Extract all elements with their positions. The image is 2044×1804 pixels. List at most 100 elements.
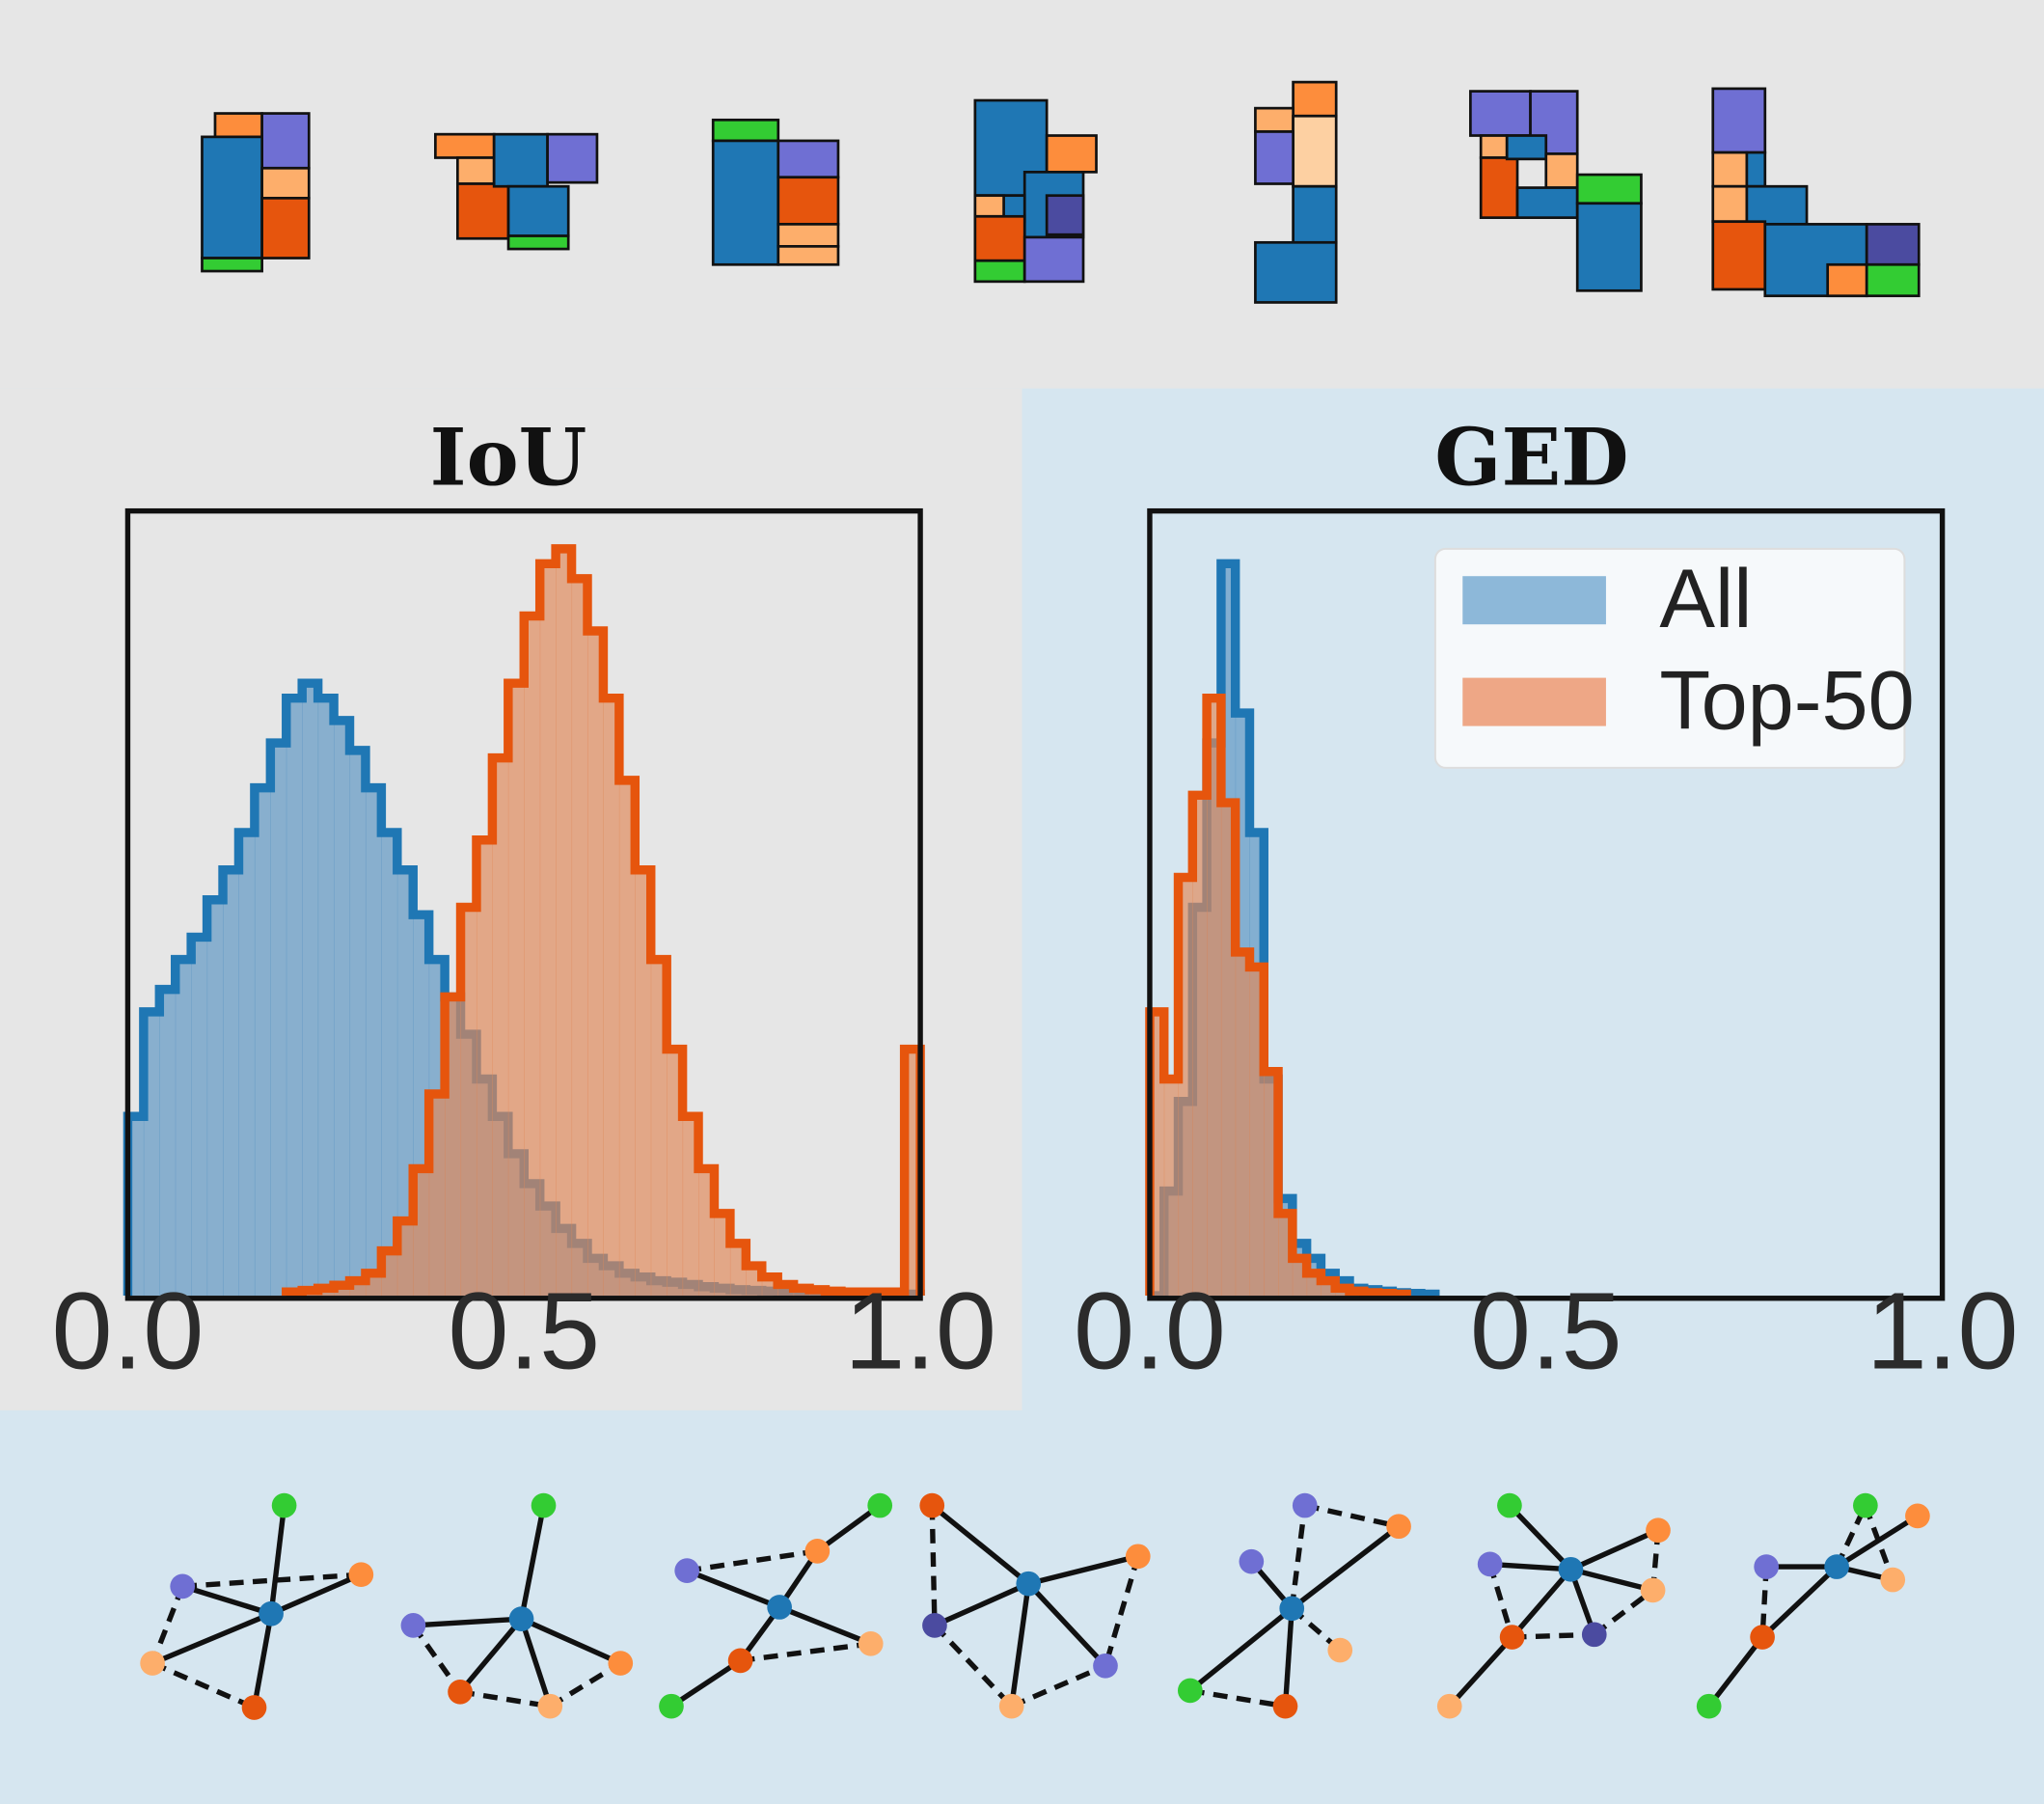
graph-edge-dashed [1512,1631,1594,1640]
iou-bar-all [159,989,177,1297]
room-living [1515,186,1579,219]
iou-bar-all [206,899,224,1297]
graph-edge [518,1618,553,1708]
room-balcony [1711,87,1767,154]
room-balcony [1469,90,1532,137]
room-bathroom [1544,152,1579,189]
floorplan-7 [1711,87,1921,298]
room-bedroom [973,214,1026,262]
iou-bar-all [349,750,367,1297]
graph-edge [251,1613,274,1708]
room-bathroom [1711,150,1749,188]
graph-node-living [1016,1571,1042,1597]
legend-swatch-all [1462,576,1606,625]
graph-4 [919,1492,1151,1719]
graph-edge-dashed [1487,1563,1515,1638]
graph-edge [1026,1581,1107,1668]
graph-node-bathroom [140,1651,165,1676]
legend-label-all: All [1659,553,1752,645]
graph-edge [520,1616,622,1666]
graph-node-bedroom [727,1648,753,1674]
room-bathroom [973,194,1005,218]
room-storage [973,259,1026,284]
graph-node-bedroom [919,1492,945,1518]
iou-bar-all [302,683,319,1297]
iou-bar-top-50 [460,907,477,1297]
graph-edge-dashed [1189,1687,1286,1709]
iou-bar-all [191,937,208,1297]
iou-bar-top-50 [476,839,493,1297]
graph-edge [1188,1606,1294,1693]
graph-edge [1027,1553,1139,1587]
iou-xtick-2: 1.0 [844,1271,996,1393]
graph-edge [1760,1565,1839,1640]
iou-bar-top-50 [556,548,573,1297]
graph-edge-dashed [182,1572,362,1590]
room-bathroom [1254,106,1295,133]
graph-edge-dashed [151,1660,256,1710]
graph-node-balcony [1239,1548,1265,1574]
graph-6 [1436,1492,1671,1719]
graph-2 [400,1492,634,1719]
iou-bar-top-50 [586,631,604,1297]
iou-bar-top-50 [603,697,620,1297]
iou-bar-all [254,787,271,1297]
iou-bar-all [286,697,303,1297]
ged-xtick-2: 1.0 [1867,1271,2019,1393]
room-kitchen [1045,134,1098,174]
iou-histogram-panel: IoU 0.0 0.5 1.0 [52,413,996,1393]
graph-edge [181,1583,272,1617]
room-kitchen [1292,80,1338,118]
room-kitchen [1826,262,1868,298]
room-bedroom [1711,220,1767,291]
iou-xtick-1: 0.5 [448,1271,600,1393]
room-bedroom [455,182,510,240]
ged-axes-frame [1147,507,1946,1301]
iou-bar-all [238,833,256,1297]
graph-node-bathroom [858,1630,884,1656]
graph-edge-dashed [1010,1663,1107,1709]
room-living [492,132,549,188]
room-storage [1575,173,1643,205]
room-living [1292,184,1338,244]
room-balcony [1254,130,1295,185]
graph-node-storage [1497,1492,1522,1518]
graph-edge [1507,1503,1573,1572]
room-bedroom [777,176,840,226]
iou-series-top-50 [282,544,925,1297]
floorplan-4 [973,98,1098,284]
graph-node-storage [1853,1492,1878,1518]
graph-node-balcony [1754,1554,1779,1579]
graph-row [140,1492,1930,1720]
graph-node-kitchen [348,1562,374,1588]
graph-edge [778,1604,872,1647]
graph-node-balcony [170,1573,196,1599]
graph-node-kitchen [1125,1544,1151,1570]
graph-node-balcony [400,1613,426,1638]
iou-bar-all [365,787,382,1297]
graph-node-bathroom [998,1693,1024,1719]
graph-edge-dashed [459,1689,551,1709]
graph-node-storage [1177,1678,1203,1704]
iou-outline-top-50 [282,544,925,1297]
graph-node-storage [271,1492,297,1518]
graph-node-balcony [1292,1492,1318,1518]
room-bathroom [260,166,311,200]
ged-outline-top-50 [1145,693,1411,1299]
graph-edge [518,1505,547,1620]
ged-xtick-1: 0.5 [1470,1271,1622,1393]
iou-bar-all [334,720,351,1297]
room-balcony [1022,235,1085,284]
graph-node-bathroom [537,1693,563,1719]
graph-node-living [259,1600,284,1626]
graph-edge [930,1503,1030,1586]
room-storage [201,257,263,273]
ged-bar-top-50 [1235,951,1251,1297]
graph-node-entrance [922,1613,947,1638]
ged-histogram-marks [1145,559,1440,1300]
room-balcony [777,139,840,179]
graph-node-storage [531,1492,557,1518]
room-balcony [546,132,599,184]
iou-bar-top-50 [635,869,652,1297]
